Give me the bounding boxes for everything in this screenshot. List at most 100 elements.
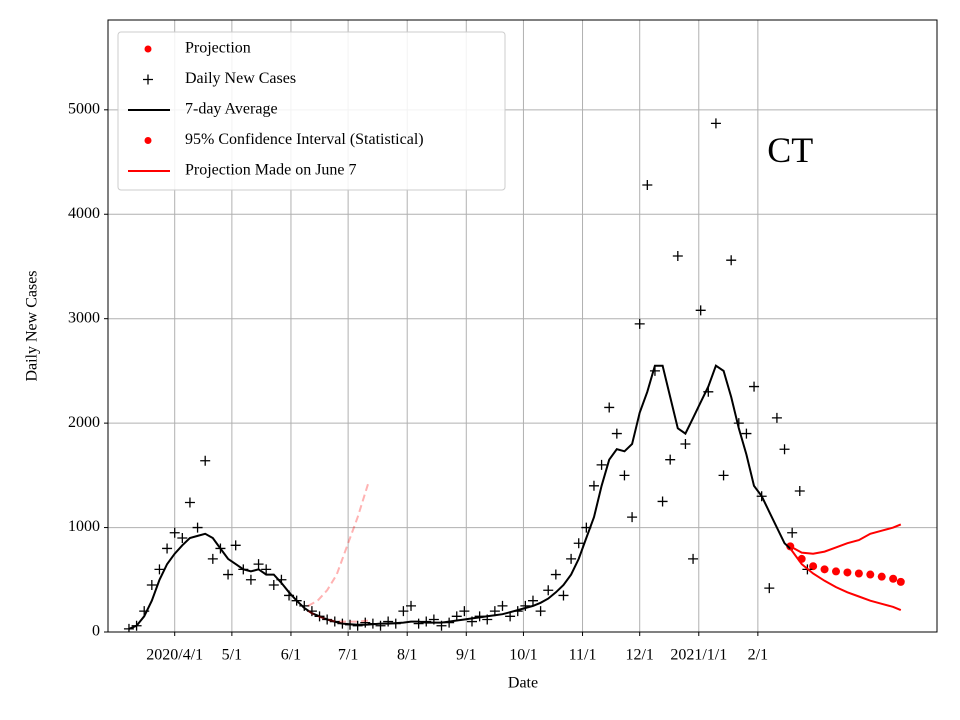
legend-box — [117, 31, 506, 191]
case-marker — [459, 606, 470, 617]
case-marker — [177, 533, 188, 544]
y-tick-label: 1000 — [68, 518, 100, 535]
projection-dot — [877, 572, 886, 581]
case-marker — [588, 480, 599, 491]
case-marker — [207, 553, 218, 564]
case-marker — [383, 616, 394, 627]
case-marker — [184, 497, 195, 508]
case-marker — [223, 569, 234, 580]
case-marker — [558, 590, 569, 601]
legend-label: Daily New Cases — [185, 70, 296, 87]
projection-dot — [866, 570, 875, 579]
case-marker — [550, 569, 561, 580]
case-marker — [726, 255, 737, 266]
case-marker — [604, 402, 615, 413]
case-marker — [123, 623, 134, 632]
x-tick-label: 12/1 — [625, 647, 653, 664]
case-marker — [497, 600, 508, 611]
y-axis-label: Daily New Cases — [24, 270, 41, 381]
case-marker — [642, 180, 653, 191]
case-marker — [192, 522, 203, 533]
case-marker — [718, 470, 729, 481]
y-tick-label: 2000 — [68, 414, 100, 431]
x-tick-label: 6/1 — [281, 647, 301, 664]
case-marker — [162, 543, 173, 554]
case-marker — [672, 251, 683, 262]
case-marker — [375, 620, 386, 631]
case-marker — [520, 600, 531, 611]
confidence-bound — [789, 547, 902, 612]
case-marker — [787, 527, 798, 538]
case-marker — [695, 305, 706, 316]
legend-marker — [144, 45, 152, 53]
projection-dot — [896, 577, 905, 586]
case-marker — [245, 574, 256, 585]
x-tick-label: 2020/4/1 — [146, 647, 203, 664]
case-marker — [268, 580, 279, 591]
x-axis-label: Date — [508, 675, 538, 692]
plot-area — [123, 118, 905, 632]
case-marker — [749, 381, 760, 392]
x-tick-label: 9/1 — [456, 647, 476, 664]
case-marker — [253, 559, 264, 570]
projection-dot — [831, 567, 840, 576]
case-marker — [619, 470, 630, 481]
x-tick-label: 2/1 — [748, 647, 768, 664]
x-tick-label: 8/1 — [397, 647, 417, 664]
case-marker — [352, 620, 363, 631]
legend-label: Projection Made on June 7 — [185, 162, 357, 179]
case-marker — [169, 527, 180, 538]
x-tick-label: 11/1 — [569, 647, 597, 664]
projection-dot — [854, 569, 863, 578]
case-marker — [566, 553, 577, 564]
case-marker — [154, 564, 165, 575]
case-marker — [764, 583, 775, 594]
confidence-bound — [789, 523, 902, 555]
annotation: CT — [767, 130, 813, 170]
case-marker — [527, 595, 538, 606]
june-projection-line — [307, 480, 371, 607]
legend-label: 95% Confidence Interval (Statistical) — [185, 131, 424, 148]
case-marker — [657, 496, 668, 507]
average-line — [128, 364, 793, 630]
case-marker — [741, 428, 752, 439]
y-tick-label: 3000 — [68, 309, 100, 326]
case-marker — [710, 118, 721, 129]
case-marker — [261, 564, 272, 575]
case-marker — [794, 486, 805, 497]
case-marker — [200, 455, 211, 466]
case-marker — [406, 600, 417, 611]
case-marker — [398, 606, 409, 617]
y-tick-label: 0 — [92, 623, 100, 640]
projection-dot — [809, 562, 818, 571]
case-marker — [779, 444, 790, 455]
y-tick-label: 4000 — [68, 205, 100, 222]
plot-frame — [107, 19, 938, 633]
case-marker — [680, 439, 691, 450]
legend-marker — [144, 137, 152, 144]
x-tick-label: 2021/1/1 — [670, 647, 727, 664]
projection-dot — [889, 574, 898, 583]
projection-dot — [843, 568, 852, 577]
case-marker — [413, 618, 424, 629]
case-marker — [230, 540, 241, 551]
case-marker — [627, 512, 638, 523]
x-tick-label: 10/1 — [509, 647, 537, 664]
case-marker — [535, 606, 546, 617]
case-marker — [360, 617, 371, 628]
case-marker — [611, 428, 622, 439]
case-marker — [688, 553, 699, 564]
legend-marker — [143, 74, 153, 85]
case-marker — [665, 454, 676, 465]
case-marker — [543, 585, 554, 596]
legend-label: Projection — [185, 40, 251, 57]
x-tick-label: 5/1 — [222, 647, 242, 664]
legend-label: 7-day Average — [185, 101, 278, 118]
case-marker — [146, 580, 157, 591]
y-tick-label: 5000 — [68, 100, 100, 117]
projection-dot — [820, 565, 829, 574]
case-marker — [771, 412, 782, 423]
case-marker — [573, 538, 584, 549]
case-marker — [596, 459, 607, 470]
